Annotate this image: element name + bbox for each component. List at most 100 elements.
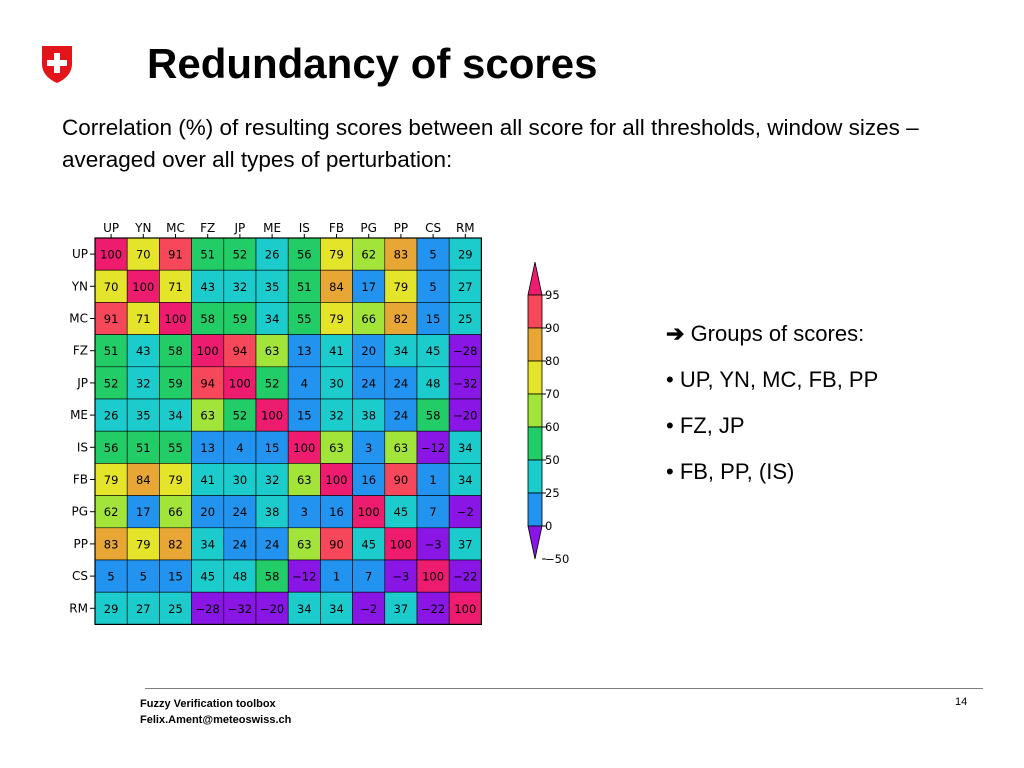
heatmap-cell	[94, 495, 128, 529]
cell-value: 5	[429, 280, 436, 294]
heatmap-cell	[416, 527, 450, 561]
cell-value: 79	[394, 280, 409, 294]
heatmap-cell	[126, 334, 160, 368]
heatmap-cell	[287, 269, 321, 303]
cell-value: 55	[168, 441, 183, 455]
cell-value: 66	[361, 312, 376, 326]
footer-divider	[145, 688, 983, 689]
heatmap-cell	[320, 463, 353, 496]
cell-value: −32	[228, 602, 252, 616]
heatmap-cell	[320, 269, 353, 303]
heatmap-cell	[448, 527, 482, 561]
row-label-fb: FB	[73, 473, 88, 487]
cell-value: 55	[297, 312, 312, 326]
heatmap-cell	[159, 527, 192, 561]
cell-value: 25	[168, 602, 183, 616]
heatmap-cell	[94, 559, 128, 593]
colorbar-label: 0	[545, 519, 552, 533]
cell-value: 56	[297, 248, 312, 262]
group-item-1: • UP, YN, MC, FB, PP	[666, 367, 879, 392]
cell-value: 100	[422, 570, 444, 584]
row-label-jp: JP	[76, 376, 88, 390]
heatmap-cell	[223, 302, 257, 335]
heatmap-cell	[255, 463, 289, 496]
cell-value: 90	[329, 537, 344, 551]
cell-value: 30	[329, 376, 344, 390]
cell-value: 45	[361, 537, 376, 551]
heatmap-cell	[352, 398, 386, 432]
heatmap-cell	[384, 366, 418, 400]
cell-value: 3	[301, 505, 308, 519]
heatmap-cell	[320, 398, 353, 432]
heatmap-cell	[287, 495, 321, 529]
heatmap-cell	[448, 495, 482, 529]
cell-value: 100	[132, 280, 154, 294]
cell-value: 100	[454, 602, 476, 616]
cell-value: 52	[233, 248, 248, 262]
cell-value: 32	[329, 409, 344, 423]
col-label-up: UP	[103, 221, 119, 235]
heatmap-cell	[255, 366, 289, 400]
cell-value: 15	[168, 570, 183, 584]
cell-value: −28	[453, 344, 477, 358]
cell-value: 58	[426, 409, 441, 423]
cell-value: 32	[233, 280, 248, 294]
cell-value: 13	[200, 441, 215, 455]
cell-value: 70	[136, 248, 151, 262]
heatmap-cell	[448, 591, 482, 625]
cell-value: 79	[168, 473, 183, 487]
heatmap-cell	[191, 398, 225, 432]
heatmap-cell	[416, 495, 450, 529]
cell-value: 35	[265, 280, 280, 294]
cell-value: 82	[394, 312, 409, 326]
cell-value: 100	[197, 344, 219, 358]
heatmap-cell	[126, 366, 160, 400]
heatmap-cell	[384, 527, 418, 561]
heatmap-cell	[255, 430, 289, 464]
colorbar-segment	[527, 294, 543, 329]
heatmap-cell	[352, 463, 386, 496]
heatmap-cell	[94, 334, 128, 368]
cell-value: 7	[365, 570, 372, 584]
cell-value: 43	[136, 344, 151, 358]
heatmap-cell	[191, 334, 225, 368]
colorbar-segment	[527, 426, 543, 461]
heatmap-cell	[352, 269, 386, 303]
cell-value: 20	[361, 344, 376, 358]
cell-value: 100	[100, 248, 122, 262]
heatmap-cell	[191, 302, 225, 335]
cell-value: 24	[394, 376, 409, 390]
heatmap-cell	[255, 591, 289, 625]
footer-email: Felix.Ament@meteoswiss.ch	[140, 714, 292, 726]
cell-value: 27	[458, 280, 473, 294]
cell-value: 83	[104, 537, 119, 551]
cell-value: 52	[104, 376, 119, 390]
cell-value: 100	[326, 473, 348, 487]
cell-value: 84	[329, 280, 344, 294]
cell-value: 24	[265, 537, 280, 551]
cell-value: 52	[233, 409, 248, 423]
cell-value: 1	[333, 570, 340, 584]
cell-value: 62	[104, 505, 119, 519]
cell-value: 27	[136, 602, 151, 616]
heatmap-cell	[320, 430, 353, 464]
heatmap-cell	[416, 302, 450, 335]
heatmap-cell	[416, 591, 450, 625]
heatmap-cell	[416, 334, 450, 368]
cell-value: 34	[265, 312, 280, 326]
cell-value: 37	[458, 537, 473, 551]
heatmap-cell	[384, 591, 418, 625]
col-label-pg: PG	[360, 221, 377, 235]
cell-value: −12	[292, 570, 316, 584]
cell-value: 5	[107, 570, 114, 584]
heatmap-cell	[191, 366, 225, 400]
cell-value: 45	[426, 344, 441, 358]
cell-value: 52	[265, 376, 280, 390]
heatmap-cell	[191, 463, 225, 496]
heatmap-cell	[94, 269, 128, 303]
slide-title: Redundancy of scores	[147, 40, 598, 87]
colorbar: 95 90 80 70 60 50 25 0 −50	[527, 262, 569, 566]
cell-value: 100	[165, 312, 187, 326]
heatmap-cell	[255, 269, 289, 303]
